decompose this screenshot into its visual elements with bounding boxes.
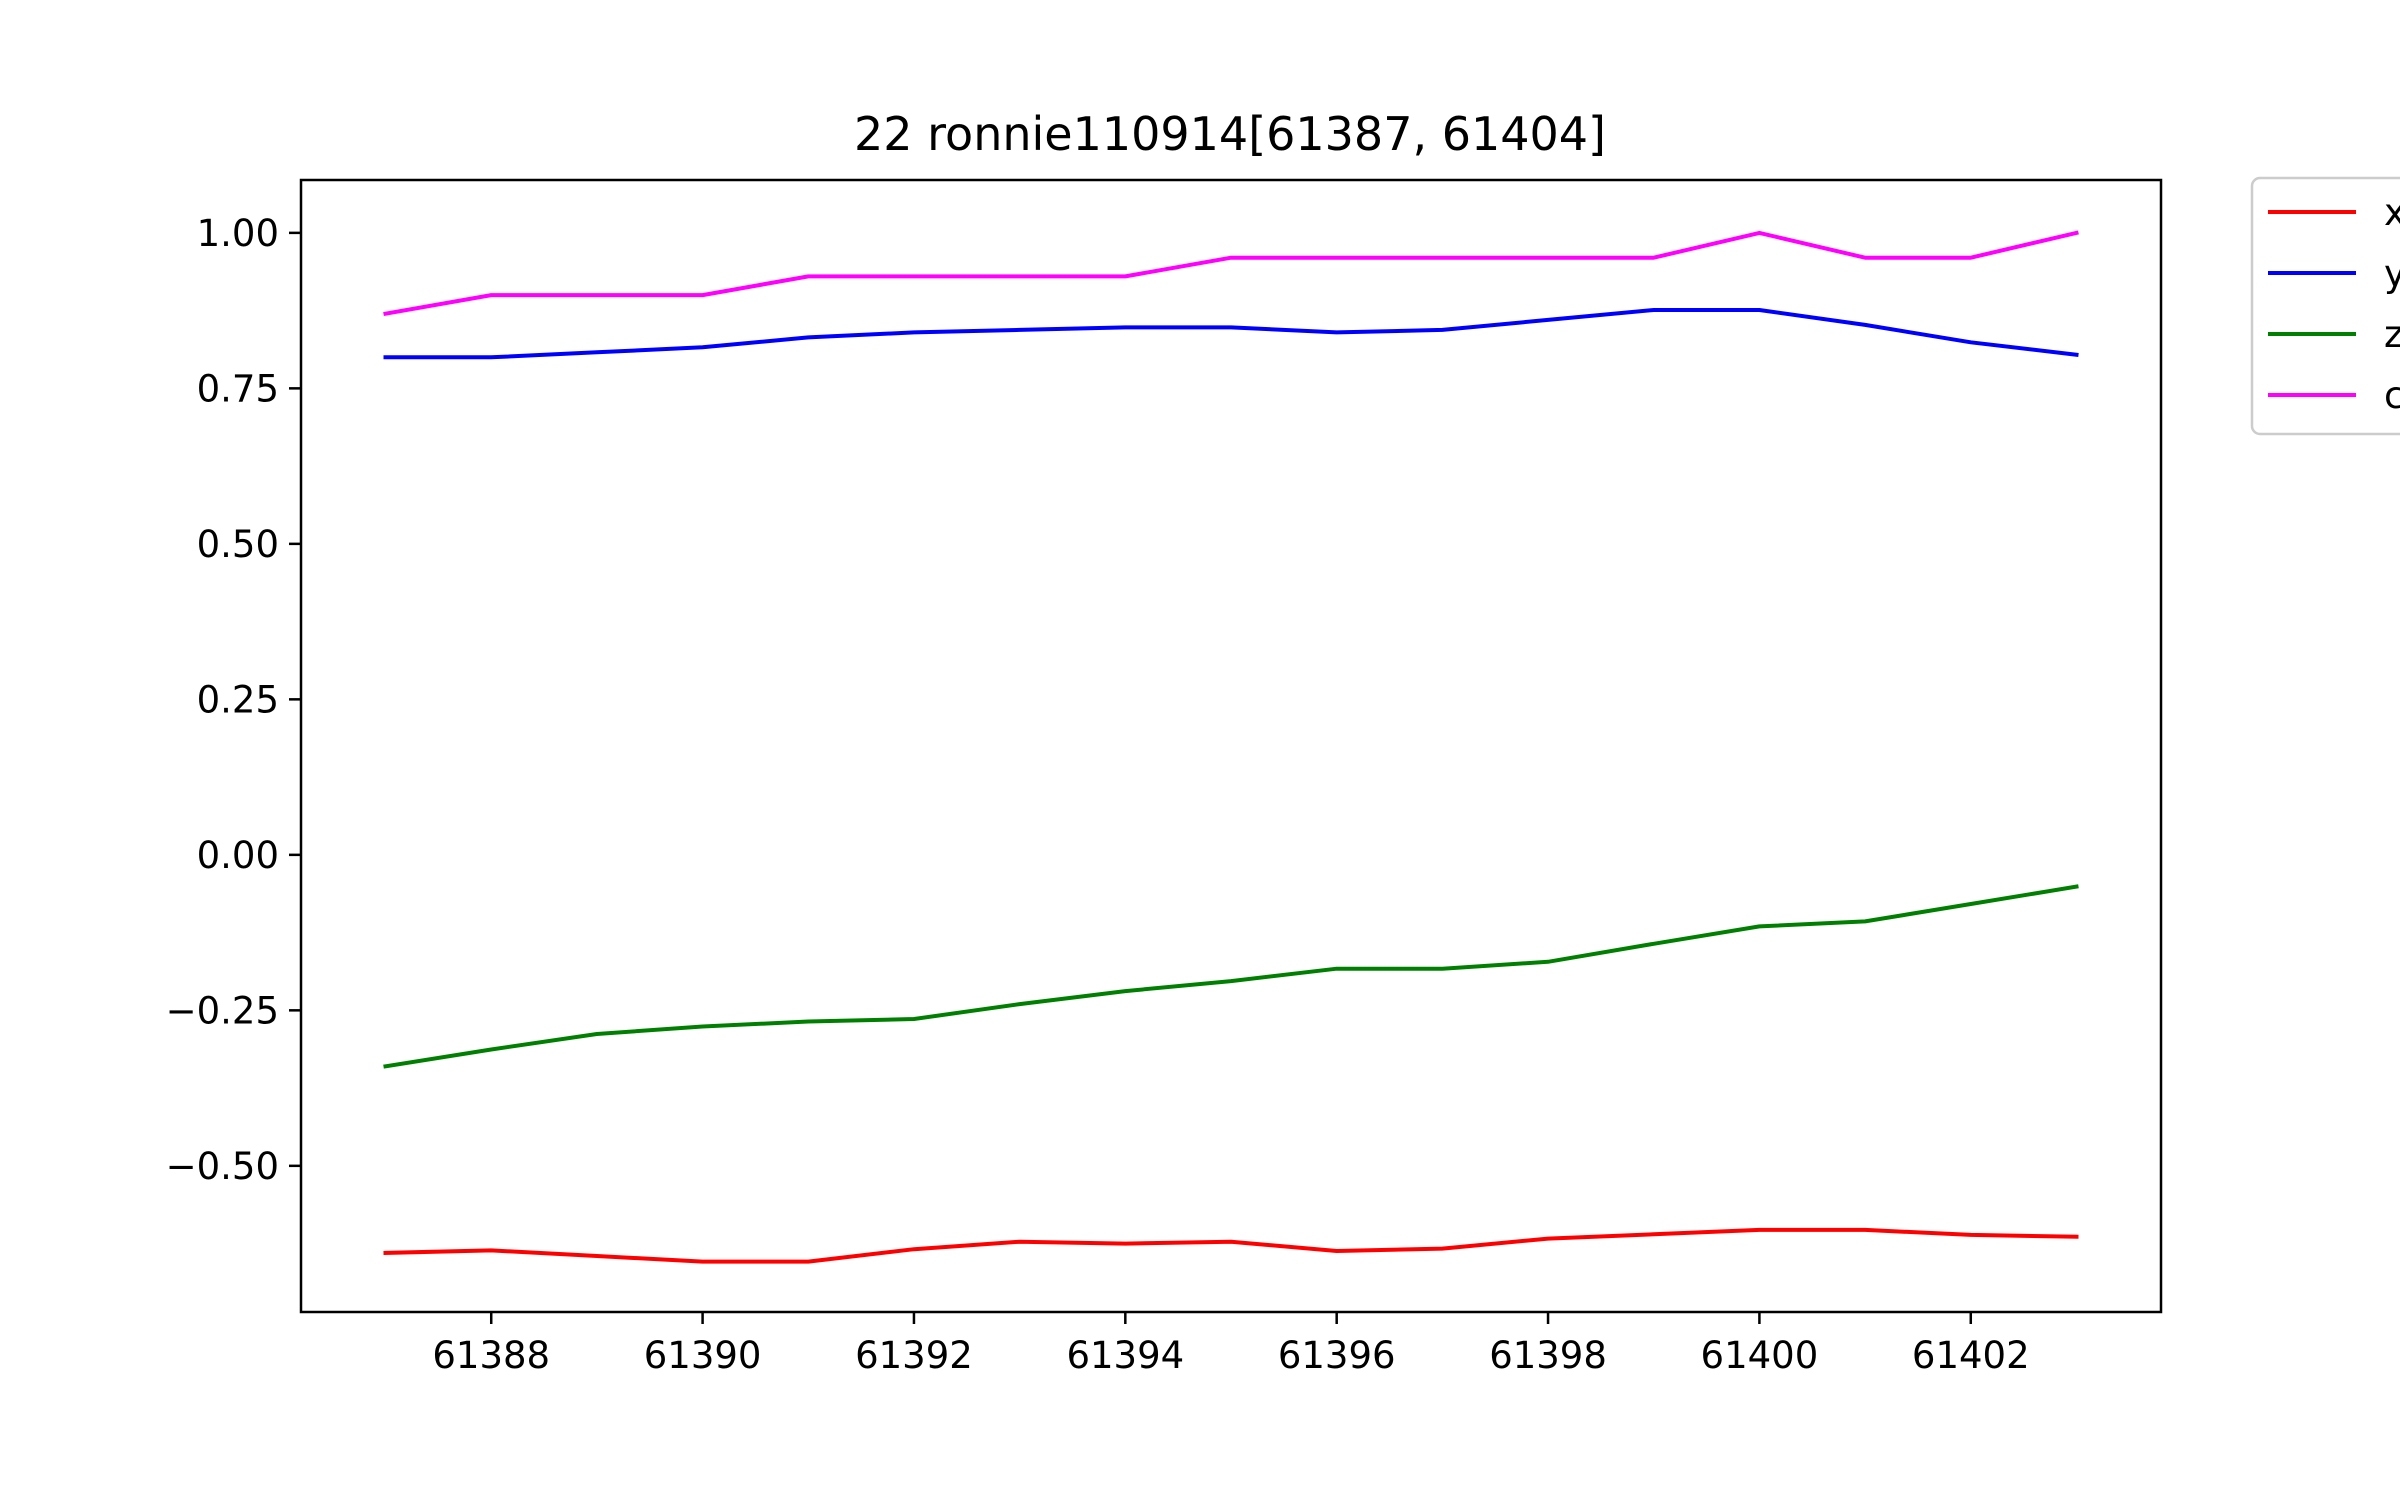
- legend-label-z: z: [2384, 313, 2400, 356]
- x-tick-label: 61402: [1912, 1334, 2030, 1377]
- x-tick-label: 61400: [1701, 1334, 1819, 1377]
- y-tick-label: 0.50: [197, 523, 279, 566]
- y-tick-label: 0.75: [197, 367, 279, 410]
- y-tick-label: 0.00: [197, 834, 279, 877]
- series-layer: [383, 230, 2079, 1264]
- x-tick-label: 61392: [855, 1334, 973, 1377]
- x-tick-label: 61398: [1489, 1334, 1607, 1377]
- x-axis: 61388 61390 61392 61394 61396 61398 61400 61402: [432, 1312, 2030, 1377]
- series-line-y: [383, 308, 2079, 360]
- y-tick-label: −0.25: [166, 989, 279, 1032]
- y-tick-label: 1.00: [197, 212, 279, 255]
- series-line-c: [383, 230, 2079, 317]
- x-tick-label: 61388: [432, 1334, 550, 1377]
- y-tick-label: −0.50: [166, 1145, 279, 1188]
- series-line-x: [383, 1227, 2079, 1264]
- chart-title: 22 ronnie110914[61387, 61404]: [854, 107, 1606, 161]
- x-tick-label: 61390: [644, 1334, 762, 1377]
- x-tick-label: 61396: [1278, 1334, 1396, 1377]
- legend-label-x: x: [2384, 191, 2400, 234]
- y-axis: 1.00 0.75 0.50 0.25 0.00 −0.25 −0.50: [166, 212, 301, 1188]
- legend-box: [2250, 176, 2400, 436]
- plot-frame: [299, 178, 2163, 1314]
- legend-label-y: y: [2384, 252, 2400, 295]
- x-tick-label: 61394: [1066, 1334, 1184, 1377]
- series-line-z: [383, 884, 2079, 1069]
- legend-label-c: c: [2384, 374, 2400, 417]
- y-tick-label: 0.25: [197, 678, 279, 721]
